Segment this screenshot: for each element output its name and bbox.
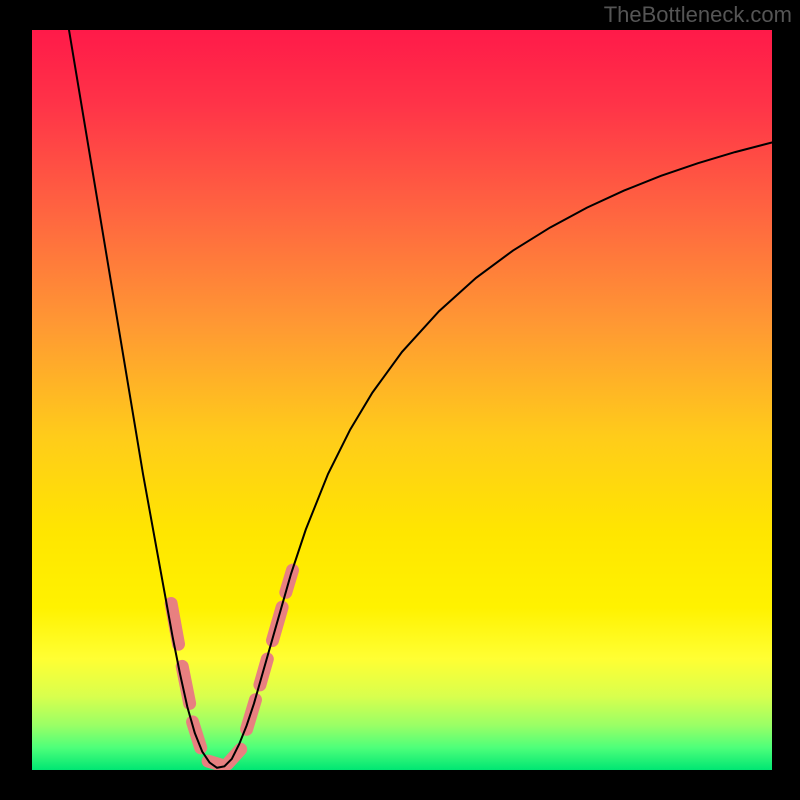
curve-layer: [32, 30, 772, 770]
plot-area: [32, 30, 772, 770]
figure-root: TheBottleneck.com: [0, 0, 800, 800]
bottleneck-curve: [69, 30, 772, 768]
watermark-text: TheBottleneck.com: [604, 2, 792, 28]
markers-group: [171, 570, 292, 765]
